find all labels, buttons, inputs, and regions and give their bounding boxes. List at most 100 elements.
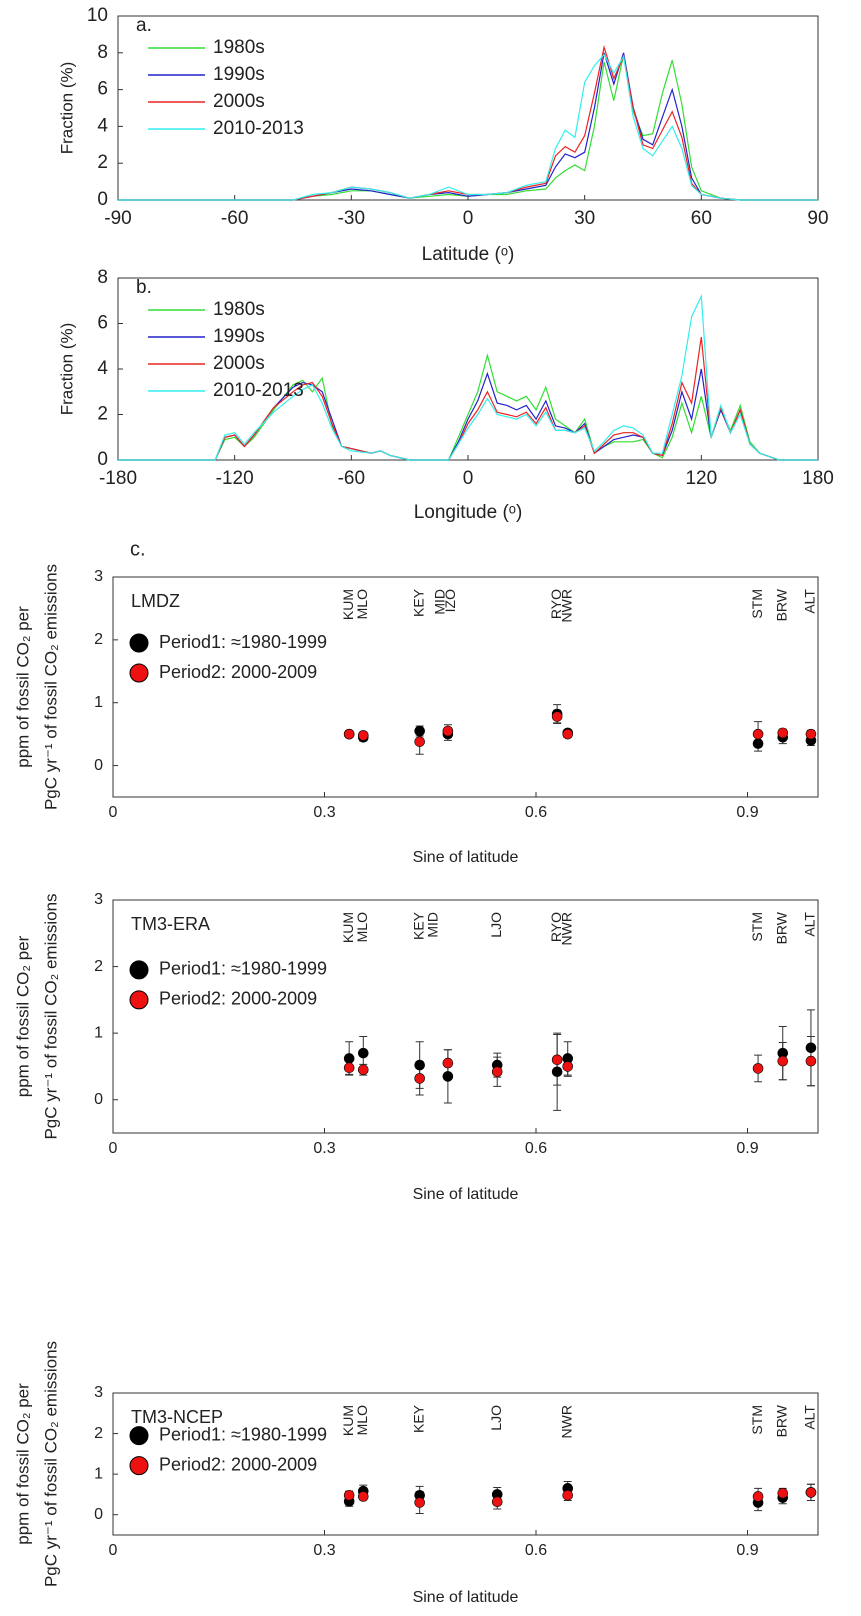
series-line — [118, 52, 818, 201]
point — [551, 711, 563, 722]
y-tick-label: 4 — [97, 358, 108, 379]
point — [414, 725, 425, 737]
station-label: KEY — [410, 588, 426, 617]
point — [343, 728, 355, 740]
station-label: KUM — [340, 912, 356, 943]
point — [442, 1071, 454, 1082]
legend-marker — [129, 960, 149, 980]
point — [562, 1489, 574, 1501]
y-axis-label: Fraction (%) — [57, 62, 76, 155]
y-tick-label: 3 — [94, 1384, 103, 1401]
station-label: MLO — [354, 912, 370, 942]
legend-label: 2010-2013 — [213, 118, 304, 139]
point — [562, 1061, 574, 1072]
station-label: NWR — [558, 1405, 574, 1438]
plot-frame — [112, 1392, 819, 1536]
x-tick-label: 0.3 — [313, 1140, 335, 1157]
point — [357, 1047, 369, 1059]
y-axis-label: ppm of fossil CO₂ per — [13, 1383, 32, 1545]
point — [343, 1489, 355, 1501]
station-label: LJO — [488, 912, 504, 938]
x-axis-label: Longitude (ᵒ) — [414, 502, 523, 523]
series-line — [118, 368, 818, 461]
legend-label: Period1: ≈1980-1999 — [159, 632, 327, 652]
x-axis-label: Sine of latitude — [413, 1589, 519, 1606]
station-label: NWR — [558, 912, 574, 945]
model-label: TM3-NCEP — [131, 1407, 223, 1427]
point — [752, 1491, 764, 1502]
station-label: STM — [749, 1405, 765, 1435]
x-tick-label: 60 — [691, 208, 712, 229]
x-tick-label: 0 — [109, 1140, 118, 1157]
y-tick-label: 0 — [97, 449, 108, 470]
x-tick-label: -90 — [104, 208, 131, 229]
station-label: BRW — [773, 1404, 789, 1437]
x-tick-label: 0.9 — [736, 1542, 758, 1559]
x-tick-label: 0.6 — [525, 804, 547, 821]
station-label: ALT — [802, 1405, 818, 1430]
x-tick-label: 0 — [463, 208, 474, 229]
x-tick-label: 30 — [574, 208, 595, 229]
x-tick-label: 0.3 — [313, 804, 335, 821]
legend-marker — [129, 990, 149, 1010]
station-label: KUM — [340, 589, 356, 620]
x-tick-label: -60 — [338, 468, 365, 489]
plot-frame — [112, 899, 819, 1134]
series-line — [118, 53, 818, 201]
x-axis-label: Sine of latitude — [413, 849, 519, 866]
x-tick-label: 0.9 — [736, 804, 758, 821]
y-axis-label: PgC yr⁻¹ of fossil CO₂ emissions — [41, 564, 60, 810]
x-tick-label: -120 — [216, 468, 254, 489]
y-axis-label: ppm of fossil CO₂ per — [13, 935, 32, 1097]
x-tick-label: -30 — [338, 208, 365, 229]
y-tick-label: 2 — [94, 958, 103, 975]
point — [551, 1066, 563, 1078]
panel-label: a. — [136, 15, 152, 36]
series-line — [118, 293, 818, 461]
station-label: IZO — [442, 589, 458, 612]
legend-label: 1980s — [213, 37, 265, 58]
legend-marker — [129, 633, 149, 653]
point — [752, 728, 764, 740]
legend-marker — [129, 1456, 149, 1476]
station-label: STM — [749, 912, 765, 942]
point — [551, 1054, 563, 1066]
x-tick-label: 120 — [685, 468, 717, 489]
x-tick-label: 60 — [574, 468, 595, 489]
panel-label: b. — [136, 277, 152, 298]
x-tick-label: 180 — [802, 468, 834, 489]
y-axis-label: Fraction (%) — [57, 323, 76, 416]
point — [491, 1496, 503, 1508]
point — [491, 1066, 503, 1078]
point — [752, 1063, 764, 1074]
station-label: STM — [749, 589, 765, 619]
point — [442, 725, 454, 737]
point — [805, 1487, 817, 1498]
station-label: BRW — [773, 911, 789, 944]
y-tick-label: 1 — [94, 1465, 103, 1482]
y-tick-label: 2 — [94, 1425, 103, 1442]
y-axis-label: ppm of fossil CO₂ per — [13, 606, 32, 768]
station-label: BRW — [773, 588, 789, 621]
point — [357, 730, 369, 741]
y-axis-label: PgC yr⁻¹ of fossil CO₂ emissions — [41, 893, 60, 1139]
legend-label: 1990s — [213, 326, 265, 347]
y-tick-label: 2 — [94, 631, 103, 648]
station-label: LJO — [488, 1405, 504, 1431]
x-tick-label: 0.9 — [736, 1140, 758, 1157]
point — [752, 738, 764, 749]
y-tick-label: 3 — [94, 891, 103, 908]
x-tick-label: 0 — [109, 804, 118, 821]
station-label: RYO — [548, 912, 564, 942]
panel-label: c. — [130, 538, 146, 560]
x-tick-label: 0.6 — [525, 1542, 547, 1559]
x-tick-label: -60 — [221, 208, 248, 229]
station-label: MLO — [354, 589, 370, 619]
x-axis-label: Latitude (ᵒ) — [422, 244, 515, 265]
station-label: NWR — [558, 589, 574, 622]
legend-label: Period1: ≈1980-1999 — [159, 959, 327, 979]
legend-label: Period2: 2000-2009 — [159, 989, 317, 1009]
plot-frame — [112, 576, 819, 798]
legend-label: 1990s — [213, 64, 265, 85]
y-tick-label: 0 — [94, 757, 103, 774]
